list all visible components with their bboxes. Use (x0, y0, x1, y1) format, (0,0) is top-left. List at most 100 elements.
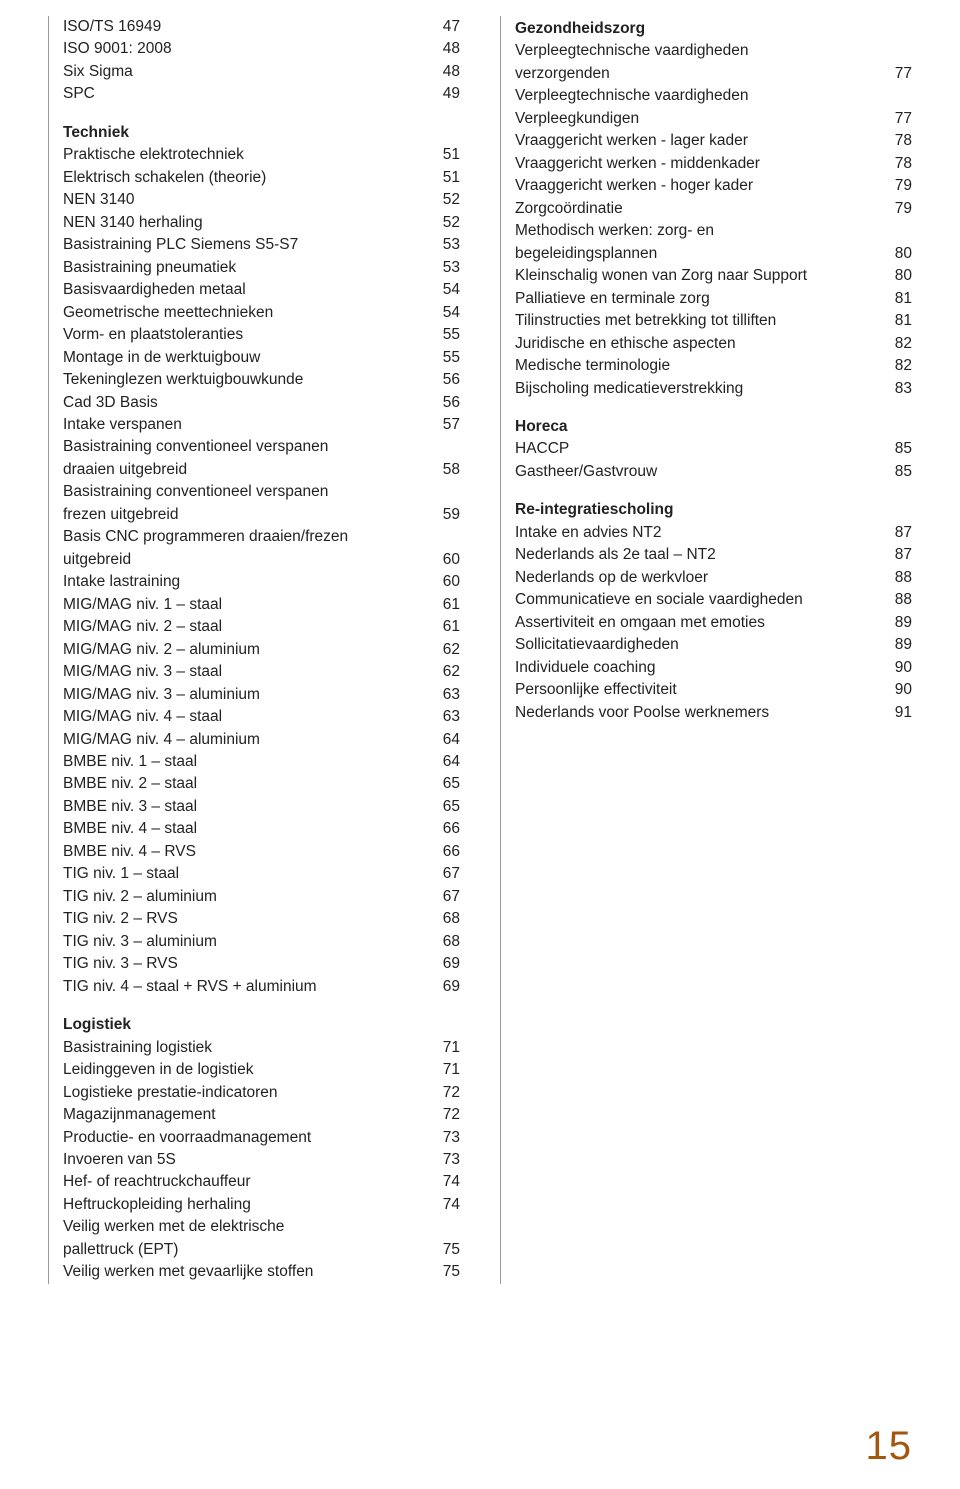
toc-row-label: NEN 3140 (63, 189, 428, 211)
toc-row-page: 64 (428, 729, 460, 751)
toc-row-page: 60 (428, 571, 460, 593)
toc-row: Gastheer/Gastvrouw85 (515, 461, 912, 483)
toc-row: uitgebreid60 (63, 549, 460, 571)
toc-row-page: 77 (880, 63, 912, 85)
toc-row: BMBE niv. 4 – staal66 (63, 818, 460, 840)
toc-row: Basistraining pneumatiek53 (63, 257, 460, 279)
toc-row-page: 82 (880, 355, 912, 377)
toc-row: NEN 3140 herhaling52 (63, 212, 460, 234)
toc-row: Heftruckopleiding herhaling74 (63, 1194, 460, 1216)
toc-row-label: BMBE niv. 2 – staal (63, 773, 428, 795)
toc-row-label: Cad 3D Basis (63, 392, 428, 414)
toc-row-label: Basistraining logistiek (63, 1037, 428, 1059)
toc-row-page: 51 (428, 167, 460, 189)
toc-row-label: BMBE niv. 3 – staal (63, 796, 428, 818)
toc-row: Productie- en voorraadmanagement73 (63, 1127, 460, 1149)
toc-row: Tilinstructies met betrekking tot tillif… (515, 310, 912, 332)
toc-row: Six Sigma48 (63, 61, 460, 83)
toc-row-page: 59 (428, 504, 460, 526)
toc-row-page: 66 (428, 841, 460, 863)
toc-row: Geometrische meettechnieken54 (63, 302, 460, 324)
toc-row-label: Nederlands op de werkvloer (515, 567, 880, 589)
toc-row-page: 69 (428, 953, 460, 975)
toc-row-page: 72 (428, 1082, 460, 1104)
toc-row: Methodisch werken: zorg- en (515, 220, 912, 242)
toc-row-label: Juridische en ethische aspecten (515, 333, 880, 355)
toc-row-page: 67 (428, 863, 460, 885)
toc-row: MIG/MAG niv. 4 – staal63 (63, 706, 460, 728)
toc-row: Nederlands op de werkvloer88 (515, 567, 912, 589)
toc-row-label: Basistraining PLC Siemens S5-S7 (63, 234, 428, 256)
toc-row-page: 68 (428, 908, 460, 930)
toc-row-label: Geometrische meettechnieken (63, 302, 428, 324)
toc-row-page: 69 (428, 976, 460, 998)
toc-row: ISO 9001: 200848 (63, 38, 460, 60)
toc-row-label: NEN 3140 herhaling (63, 212, 428, 234)
toc-row-label: TIG niv. 4 – staal + RVS + aluminium (63, 976, 428, 998)
toc-row: Intake en advies NT287 (515, 522, 912, 544)
toc-row-label: Vraaggericht werken - lager kader (515, 130, 880, 152)
toc-row-page: 47 (428, 16, 460, 38)
toc-row: NEN 314052 (63, 189, 460, 211)
toc-left-column: ISO/TS 1694947ISO 9001: 200848Six Sigma4… (48, 16, 460, 1284)
toc-row: TIG niv. 2 – aluminium67 (63, 886, 460, 908)
toc-row-page: 87 (880, 522, 912, 544)
toc-row: Tekeninglezen werktuigbouwkunde56 (63, 369, 460, 391)
toc-row-page: 81 (880, 310, 912, 332)
toc-row-page: 54 (428, 279, 460, 301)
toc-row-page: 54 (428, 302, 460, 324)
toc-row-page: 75 (428, 1261, 460, 1283)
toc-row-label: MIG/MAG niv. 3 – staal (63, 661, 428, 683)
toc-row: BMBE niv. 3 – staal65 (63, 796, 460, 818)
toc-row-page: 89 (880, 634, 912, 656)
toc-row-page: 77 (880, 108, 912, 130)
toc-row-label: Montage in de werktuigbouw (63, 347, 428, 369)
toc-row: MIG/MAG niv. 1 – staal61 (63, 594, 460, 616)
toc-row: Montage in de werktuigbouw55 (63, 347, 460, 369)
toc-row: Medische terminologie82 (515, 355, 912, 377)
toc-row-page: 73 (428, 1149, 460, 1171)
toc-row: Vraaggericht werken - lager kader78 (515, 130, 912, 152)
toc-row: Sollicitatievaardigheden89 (515, 634, 912, 656)
toc-row: Nederlands voor Poolse werknemers91 (515, 702, 912, 724)
toc-row-label: frezen uitgebreid (63, 504, 428, 526)
toc-row: pallettruck (EPT)75 (63, 1239, 460, 1261)
toc-row: Logistieke prestatie-indicatoren72 (63, 1082, 460, 1104)
toc-row: BMBE niv. 2 – staal65 (63, 773, 460, 795)
toc-row: Communicatieve en sociale vaardigheden88 (515, 589, 912, 611)
toc-row-label: Gastheer/Gastvrouw (515, 461, 880, 483)
toc-row-page: 55 (428, 324, 460, 346)
toc-right-column: GezondheidszorgVerpleegtechnische vaardi… (500, 16, 912, 1284)
toc-row-label: MIG/MAG niv. 3 – aluminium (63, 684, 428, 706)
toc-row-label: ISO 9001: 2008 (63, 38, 428, 60)
toc-row-label: Six Sigma (63, 61, 428, 83)
toc-row-label: Hef- of reachtruckchauffeur (63, 1171, 428, 1193)
toc-row-label: Sollicitatievaardigheden (515, 634, 880, 656)
toc-row: Vorm- en plaatstoleranties55 (63, 324, 460, 346)
toc-row: Palliatieve en terminale zorg81 (515, 288, 912, 310)
toc-row-page: 48 (428, 61, 460, 83)
toc-row-label: Magazijnmanagement (63, 1104, 428, 1126)
toc-row-label: Productie- en voorraadmanagement (63, 1127, 428, 1149)
toc-row: Vraaggericht werken - hoger kader79 (515, 175, 912, 197)
toc-row-label: Communicatieve en sociale vaardigheden (515, 589, 880, 611)
toc-row-page: 57 (428, 414, 460, 436)
toc-row-label: MIG/MAG niv. 4 – aluminium (63, 729, 428, 751)
toc-row: Verpleegkundigen77 (515, 108, 912, 130)
toc-row-label: HACCP (515, 438, 880, 460)
toc-row-page: 73 (428, 1127, 460, 1149)
toc-row-label: Basisvaardigheden metaal (63, 279, 428, 301)
toc-row-page: 60 (428, 549, 460, 571)
toc-row-page: 83 (880, 378, 912, 400)
toc-row: Basistraining PLC Siemens S5-S753 (63, 234, 460, 256)
toc-row-label: SPC (63, 83, 428, 105)
toc-row: begeleidingsplannen80 (515, 243, 912, 265)
toc-row-label: TIG niv. 2 – RVS (63, 908, 428, 930)
toc-row-label: Logistieke prestatie-indicatoren (63, 1082, 428, 1104)
toc-row: BMBE niv. 1 – staal64 (63, 751, 460, 773)
toc-row: Verpleegtechnische vaardigheden (515, 85, 912, 107)
toc-row-page: 68 (428, 931, 460, 953)
toc-row-label: Vraaggericht werken - middenkader (515, 153, 880, 175)
toc-row-label: ISO/TS 16949 (63, 16, 428, 38)
toc-row-page: 67 (428, 886, 460, 908)
